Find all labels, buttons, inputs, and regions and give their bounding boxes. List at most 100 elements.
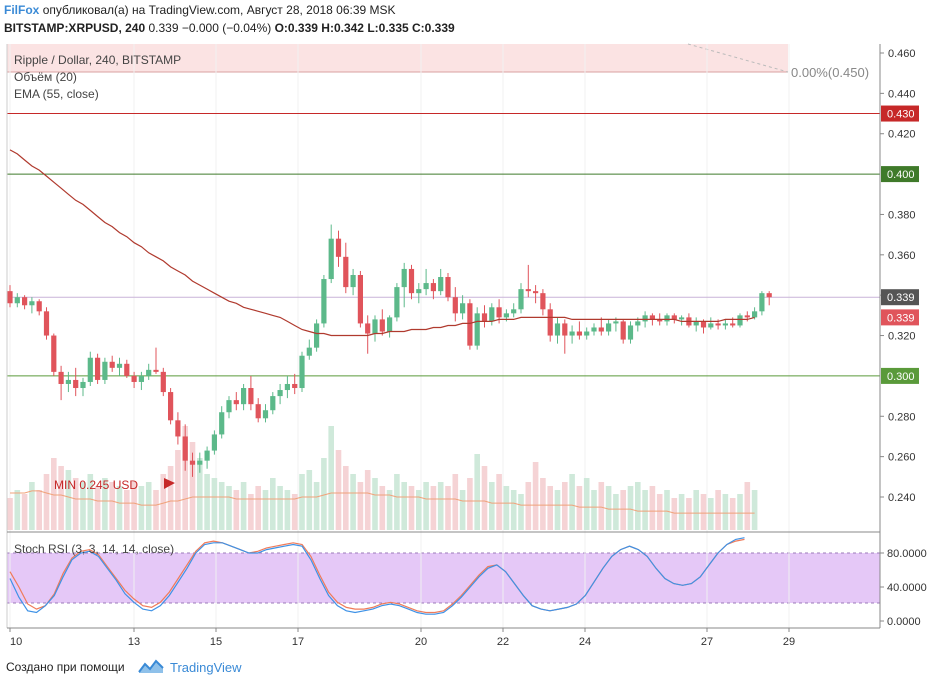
- candle-body: [387, 317, 393, 332]
- candle-body: [635, 321, 641, 326]
- tradingview-link[interactable]: TradingView: [170, 660, 242, 675]
- volume-bar: [72, 478, 79, 530]
- volume-bar: [204, 474, 210, 530]
- volume-bar: [343, 466, 349, 530]
- candle-body: [693, 321, 699, 326]
- candle: [211, 430, 217, 455]
- volume-bar: [357, 482, 364, 530]
- candle-body: [606, 323, 612, 332]
- candle: [350, 268, 356, 296]
- tradingview-logo-icon[interactable]: [138, 658, 164, 676]
- candle-body: [131, 375, 137, 382]
- candle-body: [22, 297, 28, 306]
- candle-body: [503, 313, 509, 318]
- candle-body: [306, 347, 312, 356]
- candle: [606, 319, 612, 336]
- price-tag-bg: [881, 166, 919, 183]
- volume-bar: [80, 482, 86, 530]
- candle-body: [511, 309, 517, 314]
- candle: [627, 321, 634, 344]
- candle-body: [423, 283, 429, 290]
- candle-body: [671, 315, 677, 320]
- volume-bar: [218, 482, 225, 530]
- candle: [335, 230, 342, 267]
- volume-bar: [416, 490, 422, 530]
- candle-body: [299, 355, 305, 389]
- candle-body: [613, 321, 619, 324]
- volume-bar: [635, 482, 641, 530]
- candle: [233, 392, 239, 411]
- candle-body: [401, 268, 407, 288]
- candle: [124, 359, 130, 378]
- candle: [189, 452, 196, 477]
- candle: [292, 373, 298, 395]
- candle-body: [138, 375, 144, 382]
- candle-body: [36, 301, 42, 312]
- candle-body: [474, 313, 480, 346]
- stoch-legend: Stoch RSI (3, 3, 14, 14, close): [14, 542, 175, 556]
- ohlc-values: O:0.339 H:0.342 L:0.335 C:0.339: [274, 21, 455, 35]
- x-tick-label: 29: [783, 636, 795, 648]
- candle: [284, 375, 290, 399]
- candle: [168, 388, 174, 425]
- volume-bar: [124, 490, 130, 530]
- candle: [343, 242, 349, 294]
- candle-body: [715, 323, 721, 326]
- candle-body: [408, 268, 415, 294]
- candle-body: [211, 434, 217, 451]
- x-tick-label: 20: [415, 636, 427, 648]
- candle: [401, 262, 407, 308]
- x-tick-label: 15: [210, 636, 222, 648]
- candle: [299, 351, 305, 393]
- candle: [102, 357, 108, 384]
- volume-bar: [94, 486, 101, 530]
- candle-body: [204, 450, 210, 461]
- candle-body: [445, 277, 451, 298]
- candle-body: [182, 436, 188, 461]
- volume-bar: [642, 490, 648, 530]
- candle-body: [109, 361, 115, 368]
- volume-bar: [496, 474, 502, 530]
- candle-body: [219, 412, 225, 435]
- candle-body: [233, 400, 239, 405]
- volume-bar: [722, 494, 729, 530]
- candle-body: [292, 383, 298, 389]
- candle: [460, 295, 466, 320]
- volume-bar: [678, 494, 685, 530]
- candle: [598, 317, 604, 336]
- candle: [423, 268, 429, 296]
- candle: [65, 371, 71, 393]
- candle: [737, 313, 743, 328]
- volume-bar: [65, 470, 72, 530]
- main-pane: [7, 44, 880, 530]
- volume-bar: [313, 482, 320, 530]
- stoch-k-line: [9, 537, 745, 615]
- volume-bar: [583, 478, 590, 530]
- candle: [562, 319, 568, 354]
- candle: [766, 291, 772, 306]
- x-tick-label: 13: [128, 636, 140, 648]
- candle: [7, 285, 13, 308]
- volume-bar: [189, 442, 196, 530]
- candle-body: [284, 383, 290, 391]
- volume-bar: [437, 482, 444, 530]
- candle-body: [752, 311, 758, 318]
- volume-bar: [131, 482, 137, 530]
- volume-bar: [7, 498, 13, 530]
- candle: [73, 367, 79, 397]
- x-tick-label: 24: [579, 636, 591, 648]
- candle-body: [321, 279, 327, 324]
- series-legend: Ripple / Dollar, 240, BITSTAMP: [14, 53, 182, 67]
- price-tag-label: 0.430: [887, 109, 915, 121]
- candle: [759, 291, 765, 316]
- volume-bar: [109, 482, 115, 530]
- x-tick-label: 17: [292, 636, 304, 648]
- volume-bar: [102, 478, 108, 530]
- candle-body: [65, 379, 71, 384]
- volume-bar: [335, 450, 342, 530]
- volume-legend: Объём (20): [14, 70, 77, 84]
- candle-body: [335, 238, 342, 257]
- candle-body: [540, 293, 546, 310]
- y-tick-label: 0.280: [888, 411, 916, 423]
